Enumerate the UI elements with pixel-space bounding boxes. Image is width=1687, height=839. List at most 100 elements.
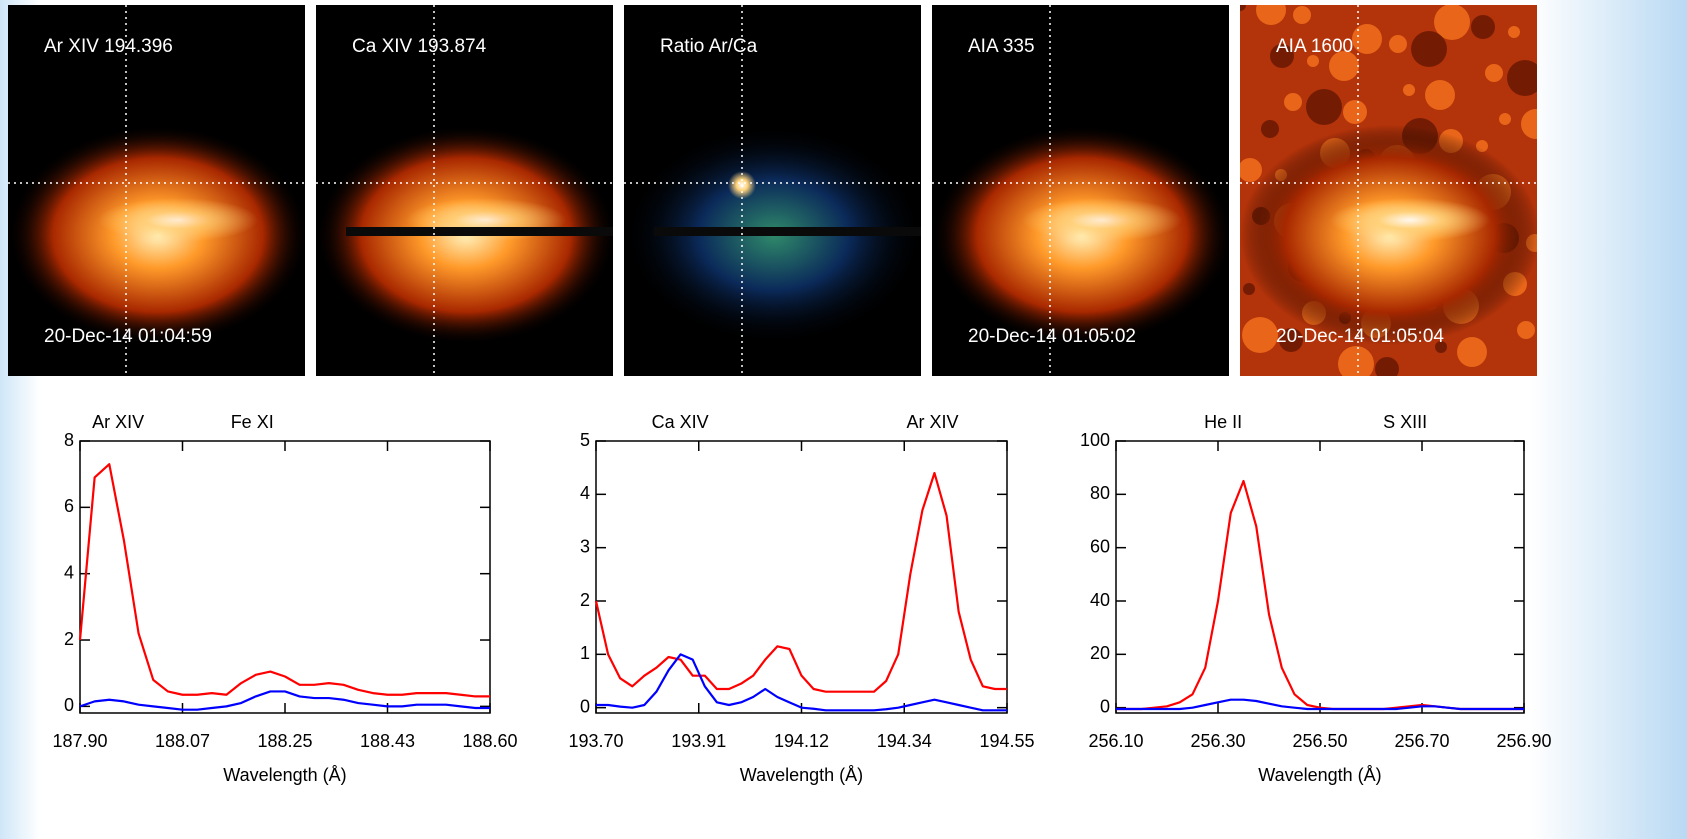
x-tick-label: 256.70 <box>1394 731 1449 751</box>
plot-frame <box>79 440 491 714</box>
y-tick-label: 80 <box>1090 483 1110 503</box>
y-tick-label: 5 <box>580 430 590 450</box>
data-gap <box>654 227 921 236</box>
data-gap <box>346 227 613 236</box>
x-tick-label: 188.43 <box>360 731 415 751</box>
texture <box>1389 35 1407 53</box>
texture <box>1434 5 1470 40</box>
texture <box>1508 26 1520 38</box>
x-axis-label: Wavelength (Å) <box>1258 765 1381 785</box>
texture <box>1403 84 1415 96</box>
image-panel: Ar XIV 194.396 20-Dec-14 01:04:59 <box>8 5 305 376</box>
panel-timestamp: 20-Dec-14 01:05:04 <box>1276 326 1444 347</box>
texture <box>1435 341 1447 353</box>
y-tick-label: 4 <box>64 562 74 582</box>
panel-label: Ratio Ar/Ca <box>660 36 758 57</box>
texture <box>1284 93 1302 111</box>
texture <box>1485 64 1503 82</box>
texture <box>1375 357 1399 376</box>
panel-timestamp: 20-Dec-14 01:04:59 <box>44 326 212 347</box>
panel-label: Ca XIV 193.874 <box>352 36 487 57</box>
x-tick-label: 256.10 <box>1088 731 1143 751</box>
panel-timestamp: 20-Dec-14 01:05:02 <box>968 326 1136 347</box>
texture <box>1329 51 1359 81</box>
texture <box>1243 283 1255 295</box>
spectra: 0 2 4 6 8 187.90 188.07 188.25 188.43 188.60 Wavel… <box>52 412 1551 785</box>
line-identification: Ca XIV <box>652 412 709 432</box>
emission-core <box>1022 198 1182 242</box>
x-tick-label: 194.55 <box>979 731 1034 751</box>
emission-core <box>98 198 258 242</box>
x-tick-label: 188.07 <box>155 731 210 751</box>
emission-core <box>1330 198 1490 242</box>
texture <box>1242 317 1278 353</box>
y-tick-label: 2 <box>580 590 590 610</box>
image-panel: AIA 335 20-Dec-14 01:05:02 <box>932 5 1229 376</box>
y-tick-label: 0 <box>64 695 74 715</box>
texture <box>1425 80 1455 110</box>
texture <box>1517 321 1535 339</box>
panel-label: AIA 335 <box>968 36 1035 57</box>
y-tick-label: 8 <box>64 430 74 450</box>
image-panel: Ratio Ar/Ca <box>624 5 921 376</box>
y-tick-label: 100 <box>1080 430 1110 450</box>
x-tick-label: 194.34 <box>877 731 932 751</box>
spectrum-line <box>1116 698 1524 711</box>
panel-label: Ar XIV 194.396 <box>44 36 173 57</box>
texture <box>1457 337 1487 367</box>
image-panel: Ca XIV 193.874 <box>316 5 613 376</box>
y-tick-label: 2 <box>64 629 74 649</box>
texture <box>1499 113 1511 125</box>
panel-label: AIA 1600 <box>1276 36 1353 57</box>
y-tick-label: 40 <box>1090 590 1110 610</box>
y-tick-label: 1 <box>580 643 590 663</box>
texture <box>1256 5 1286 25</box>
image-panel: AIA 1600 20-Dec-14 01:05:04 <box>1240 5 1537 376</box>
line-identification: Ar XIV <box>92 412 144 432</box>
x-tick-label: 256.50 <box>1292 731 1347 751</box>
spectrum-line <box>79 690 490 711</box>
texture <box>1343 100 1367 124</box>
x-tick-label: 256.30 <box>1190 731 1245 751</box>
spectrum-line <box>596 653 1007 712</box>
x-tick-label: 193.70 <box>568 731 623 751</box>
x-tick-label: 194.12 <box>774 731 829 751</box>
texture <box>1270 44 1294 68</box>
texture <box>1306 89 1342 125</box>
texture <box>1240 158 1262 182</box>
texture <box>1521 109 1537 139</box>
line-identification: S XIII <box>1383 412 1427 432</box>
x-tick-label: 188.25 <box>257 731 312 751</box>
texture <box>1411 31 1447 67</box>
texture <box>1279 328 1303 352</box>
x-tick-label: 187.90 <box>52 731 107 751</box>
image-panels: Ar XIV 194.396 20-Dec-14 01:04:59 Ca XIV 1… <box>8 5 1537 376</box>
texture <box>1240 5 1246 11</box>
texture <box>1307 55 1319 67</box>
background-edge <box>1530 0 1687 839</box>
y-tick-label: 0 <box>580 696 590 716</box>
texture <box>1261 120 1279 138</box>
texture <box>1471 15 1495 39</box>
spectrum-line <box>1116 479 1524 711</box>
spectrum-line <box>594 471 1007 693</box>
spectrum-line <box>78 463 490 698</box>
y-tick-label: 6 <box>64 496 74 516</box>
line-identification: Ar XIV <box>907 412 959 432</box>
y-tick-label: 20 <box>1090 643 1110 663</box>
texture <box>1352 24 1382 54</box>
x-tick-label: 193.91 <box>671 731 726 751</box>
line-identification: Fe XI <box>231 412 274 432</box>
y-tick-label: 3 <box>580 536 590 556</box>
texture <box>1338 346 1374 376</box>
y-tick-label: 60 <box>1090 536 1110 556</box>
y-tick-label: 4 <box>580 483 590 503</box>
y-tick-label: 0 <box>1100 696 1110 716</box>
x-axis-label: Wavelength (Å) <box>223 765 346 785</box>
plot-frame <box>595 440 1008 714</box>
x-axis-label: Wavelength (Å) <box>740 765 863 785</box>
x-tick-label: 256.90 <box>1496 731 1551 751</box>
line-identification: He II <box>1204 412 1242 432</box>
